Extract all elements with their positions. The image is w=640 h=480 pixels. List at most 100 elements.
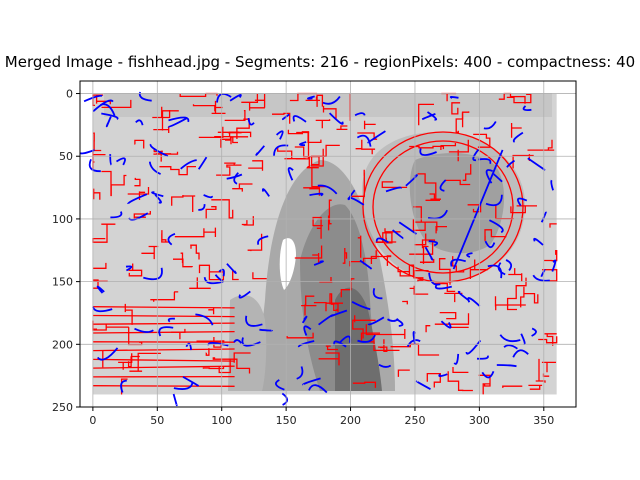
streamline — [465, 339, 482, 355]
streamline — [301, 315, 308, 324]
streamline — [478, 158, 492, 165]
streamline — [303, 325, 312, 336]
boundary-segment — [138, 191, 146, 200]
segment-top-band — [104, 93, 552, 117]
streamline — [405, 174, 418, 187]
streamline — [116, 157, 126, 166]
boundary-segment — [294, 245, 323, 259]
boundary-segment — [202, 366, 225, 370]
boundary-segment — [502, 385, 523, 388]
boundary-segment — [150, 291, 179, 302]
y-axis-ticks: 0 50 100 150 200 250 — [52, 88, 80, 414]
streamline — [309, 192, 324, 197]
streamline — [424, 246, 434, 261]
streamline — [307, 95, 315, 100]
boundary-segment — [370, 255, 392, 266]
x-tick-label: 100 — [211, 414, 232, 427]
boundary-segment — [484, 229, 507, 241]
streamline — [496, 364, 517, 368]
streamline — [167, 317, 175, 323]
boundary-segment — [310, 144, 340, 167]
boundary-segment — [241, 216, 254, 226]
streamline — [481, 370, 495, 379]
streamline — [485, 194, 503, 207]
streamline — [367, 130, 386, 144]
streamline — [100, 103, 116, 116]
streamline — [440, 320, 452, 329]
streamline — [457, 290, 470, 302]
streamline — [92, 99, 114, 112]
boundary-segment — [133, 211, 151, 220]
boundary-segment — [128, 263, 143, 277]
streamline — [275, 379, 285, 391]
streamline — [158, 326, 174, 337]
boundary-segment — [233, 352, 251, 363]
streamline — [357, 334, 376, 343]
boundary-segment — [438, 258, 451, 285]
streamline — [372, 288, 383, 300]
streamline — [328, 112, 344, 125]
streamline — [339, 335, 352, 344]
streamline — [259, 328, 273, 332]
boundary-segment — [365, 324, 406, 339]
boundary-segment — [541, 361, 556, 373]
boundary-segment — [528, 384, 543, 390]
streamline — [428, 240, 439, 247]
boundary-segment — [212, 357, 251, 374]
streamline — [143, 267, 163, 281]
streamline — [415, 380, 431, 390]
boundary-segment — [409, 241, 434, 255]
streamline — [96, 285, 105, 294]
streamline — [532, 274, 550, 282]
streamline — [261, 188, 270, 197]
boundary-segment — [325, 345, 338, 351]
boundary-segment — [92, 132, 102, 152]
boundary-segment — [512, 154, 534, 169]
boundary-segment — [315, 119, 331, 129]
streamline — [503, 344, 518, 350]
boundary-segment — [286, 332, 314, 339]
streamline — [197, 156, 208, 170]
streamline — [512, 131, 524, 143]
streamline — [439, 179, 447, 192]
x-tick-label: 250 — [404, 414, 425, 427]
boundary-segment — [159, 165, 196, 176]
boundary-segment — [549, 223, 557, 228]
streamline — [522, 105, 532, 111]
streamline — [127, 193, 148, 205]
boundary-segment — [462, 164, 472, 181]
boundary-segment — [92, 330, 235, 334]
boundary-segment — [506, 93, 532, 104]
y-tick-label: 50 — [59, 150, 73, 163]
boundary-segment — [439, 311, 457, 320]
streamline — [233, 172, 239, 185]
x-tick-label: 0 — [89, 414, 96, 427]
x-tick-label: 350 — [533, 414, 554, 427]
streamline — [505, 259, 513, 271]
segment-white-gap — [279, 238, 296, 290]
streamline — [392, 229, 404, 240]
streamline — [540, 211, 547, 223]
boundary-segment — [434, 313, 470, 325]
boundary-segment — [372, 140, 514, 274]
boundary-segment — [469, 259, 488, 279]
boundary-segment — [225, 136, 238, 145]
streamline — [497, 262, 506, 276]
boundary-segment — [520, 286, 539, 308]
boundary-segment — [542, 269, 558, 282]
streamline — [354, 112, 366, 117]
boundary-segment — [318, 352, 340, 366]
boundary-segment — [510, 123, 522, 138]
boundary-segment — [153, 151, 179, 155]
boundary-segment — [217, 131, 252, 138]
boundary-segment — [508, 268, 523, 282]
boundary-segment — [129, 352, 161, 372]
boundary-segment — [236, 118, 250, 139]
x-tick-label: 150 — [276, 414, 297, 427]
boundary-segment — [161, 110, 179, 131]
boundary-segment — [351, 169, 365, 197]
y-tick-label: 200 — [52, 338, 73, 351]
boundary-segment — [409, 145, 445, 150]
boundary-segment — [153, 126, 170, 133]
boundary-segment — [301, 295, 317, 307]
